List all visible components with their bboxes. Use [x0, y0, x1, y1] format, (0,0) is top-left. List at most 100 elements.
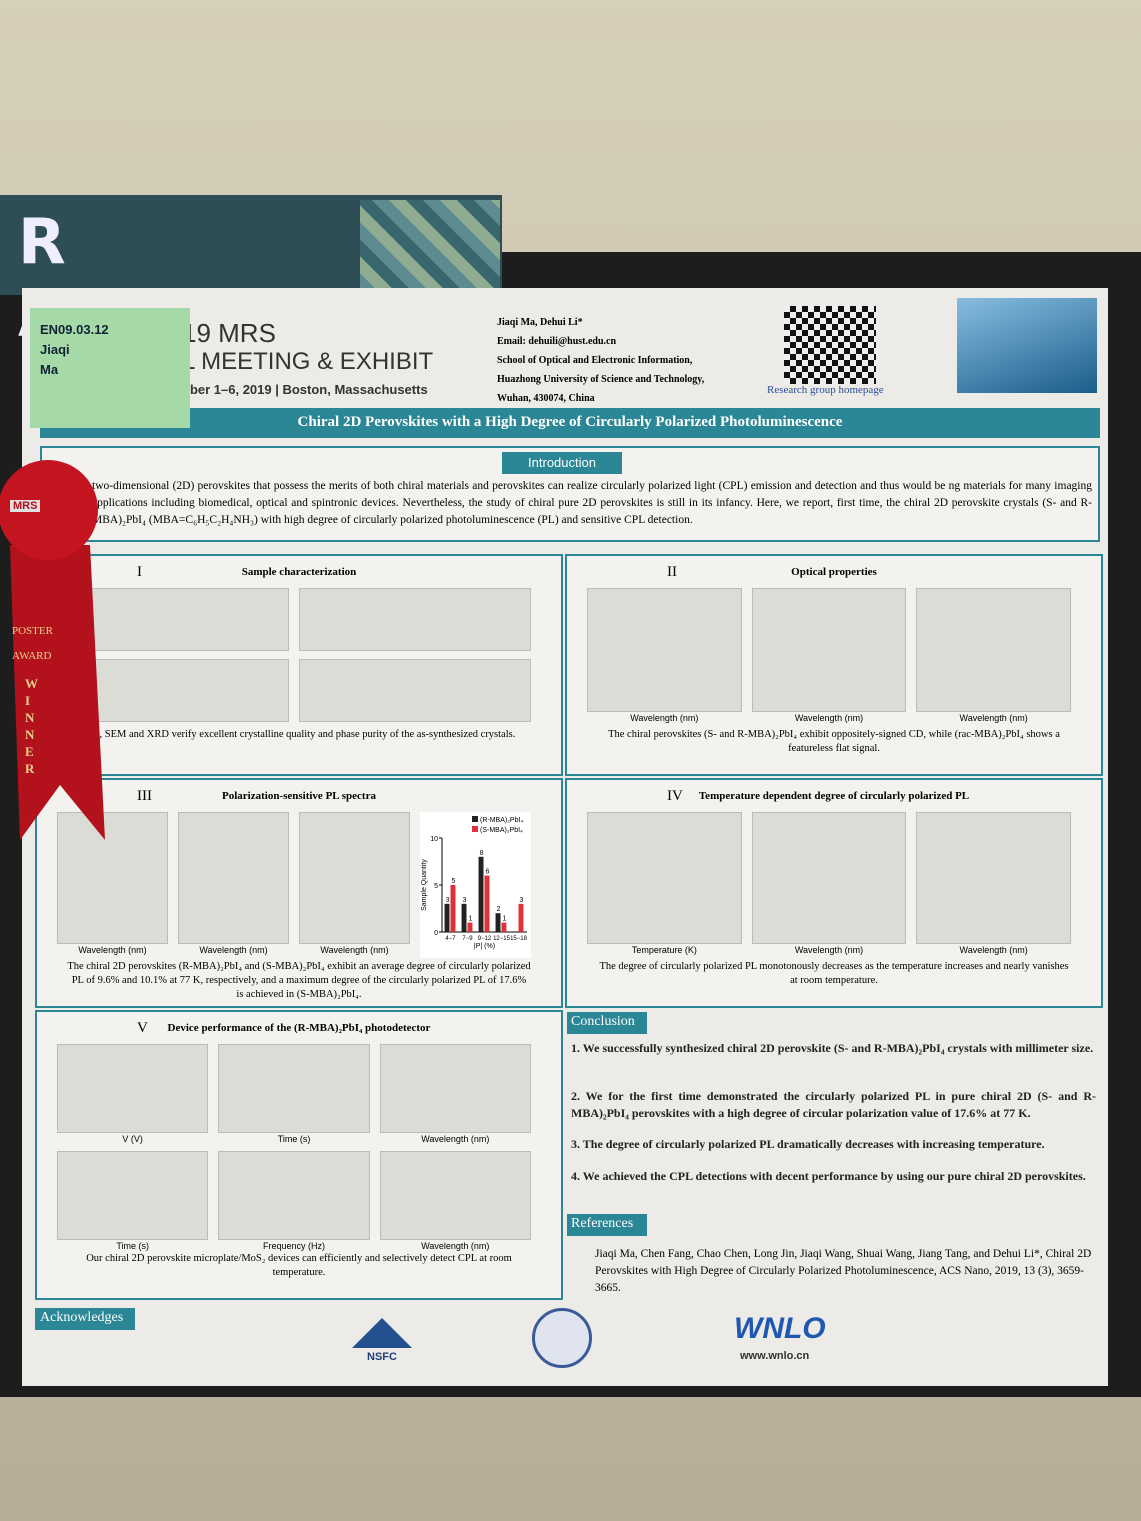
mrs-logo: 19 MRS: [182, 318, 276, 348]
axis-label: Wavelength (nm): [959, 713, 1028, 723]
wnlo-url: www.wnlo.cn: [740, 1350, 810, 1362]
section-title: Device performance of the (R-MBA)₂PbI₄ p…: [167, 1022, 431, 1034]
wnlo-logo: WNLO: [734, 1312, 826, 1345]
section-title: Polarization-sensitive PL spectra: [222, 790, 376, 802]
badge-last: Ma: [40, 362, 59, 377]
badge-id: EN09.03.12: [40, 322, 109, 337]
figure-panel: [587, 812, 742, 944]
section-numeral: I: [137, 564, 142, 580]
y-tick-label: 5: [434, 883, 438, 890]
city-logo: [957, 298, 1097, 393]
acknowledges-heading: Acknowledges: [35, 1308, 135, 1330]
figure-panel: [57, 588, 289, 651]
axis-label: Wavelength (nm): [794, 713, 864, 723]
conclusion-heading: Conclusion: [567, 1012, 647, 1034]
section-caption: The degree of circularly polarized PL mo…: [599, 961, 1069, 986]
data-label: 5: [452, 878, 456, 885]
section-title: Sample characterization: [241, 566, 357, 578]
x-tick-label: 15−18: [510, 936, 528, 942]
section-title: Optical properties: [791, 566, 877, 578]
section-caption: The chiral 2D perovskites (R-MBA)₂PbI₄ a…: [67, 961, 531, 1000]
data-label: 1: [503, 916, 507, 923]
figure-panel: [916, 812, 1071, 944]
award-ribbon: MRS POSTER AWARD WINNER: [0, 455, 105, 845]
axis-label: Time (s): [277, 1134, 311, 1144]
figure-panel: [587, 588, 742, 712]
poster-title: Chiral 2D Perovskites with a High Degree…: [40, 408, 1100, 438]
badge-first: Jiaqi: [40, 342, 70, 357]
y-axis-label: Sample Quantity: [421, 859, 428, 911]
figure-panel: [57, 812, 168, 944]
y-tick-label: 0: [434, 930, 438, 937]
figure-panel: [299, 659, 531, 722]
x-tick-label: 4−7: [445, 936, 456, 942]
figure-panel: [299, 812, 410, 944]
qr-caption: Research group homepage: [767, 384, 884, 396]
introduction-box: Introduction two-dimensional (2D) perovs…: [40, 446, 1100, 542]
x-tick-label: 7−9: [462, 936, 473, 942]
figure-panel: [178, 812, 289, 944]
affiliation: School of Optical and Electronic Informa…: [497, 355, 693, 366]
section-numeral: II: [667, 564, 677, 580]
axis-label: Wavelength (nm): [794, 945, 864, 955]
affiliation: Huazhong University of Science and Techn…: [497, 374, 705, 385]
affiliation: Wuhan, 430074, China: [497, 393, 595, 404]
section-numeral: V: [137, 1020, 148, 1036]
dates: nber 1–6, 2019 | Boston, Massachusetts: [182, 382, 428, 397]
conclusion-item: 2. We for the first time demonstrated th…: [571, 1089, 1096, 1120]
section: II Optical properties Wavelength (nm) Wavel…: [565, 554, 1103, 776]
data-label: 2: [497, 906, 501, 913]
figure-panel: [218, 1151, 370, 1240]
x-axis-label: |P| (%): [474, 943, 495, 950]
section-caption: OM, SEM and XRD verify excellent crystal…: [82, 729, 516, 740]
x-tick-label: 12−15: [493, 936, 511, 942]
meeting: L MEETING & EXHIBIT: [182, 348, 434, 375]
figure-panel: [218, 1044, 370, 1133]
ribbon-org: MRS: [10, 500, 41, 512]
axis-label: Wavelength (nm): [421, 1134, 490, 1144]
data-label: 1: [469, 916, 473, 923]
ribbon-shape: [0, 460, 105, 840]
bar: [450, 885, 456, 932]
bar: [444, 903, 450, 932]
nsfc-text: NSFC: [367, 1351, 397, 1363]
section-numeral: IV: [667, 788, 683, 804]
section: IV Temperature dependent degree of circul…: [565, 778, 1103, 1008]
data-label: 3: [520, 897, 524, 904]
poster: 19 MRS L MEETING & EXHIBIT nber 1–6, 201…: [22, 288, 1108, 1386]
data-label: 8: [480, 850, 484, 857]
figure-panel: [57, 1151, 209, 1240]
references-text: Jiaqi Ma, Chen Fang, Chao Chen, Long Jin…: [595, 1248, 1092, 1294]
ribbon-text: AWARD: [12, 650, 52, 662]
x-tick-label: 9−12: [478, 936, 492, 942]
nsfc-logo: NSFC: [347, 1318, 417, 1363]
section-title: Temperature dependent degree of circular…: [698, 790, 970, 802]
qr-code: [784, 306, 876, 384]
section: III Polarization-sensitive PL spectra Wave…: [35, 778, 563, 1008]
data-label: 3: [446, 897, 450, 904]
section-caption: The chiral perovskites (S- and R-MBA)₂Pb…: [608, 729, 1060, 754]
figure-panel: [57, 1044, 209, 1133]
axis-label: Wavelength (nm): [959, 945, 1028, 955]
figure-panel: [751, 588, 907, 712]
references-heading: References: [567, 1214, 647, 1236]
conclusion-item: 4. We achieved the CPL detections with d…: [571, 1169, 1086, 1183]
figure-panel: [751, 812, 907, 944]
authors: Jiaqi Ma, Dehui Li*: [497, 317, 583, 328]
y-tick-label: 10: [430, 836, 438, 843]
conclusion-area: Conclusion 1. We successfully synthesize…: [565, 1010, 1103, 1300]
axis-label: Wavelength (nm): [78, 945, 147, 955]
bar: [501, 922, 507, 932]
figure-panel: [299, 588, 531, 651]
legend-label: (R-MBA)₂PbI₄: [480, 817, 523, 824]
axis-label: Frequency (Hz): [262, 1241, 325, 1251]
nsfc-mark: [352, 1318, 412, 1348]
data-label: 6: [486, 869, 490, 876]
axis-label: Wavelength (nm): [199, 945, 268, 955]
bar: [518, 903, 524, 932]
conclusion-item: 1. We successfully synthesized chiral 2D…: [571, 1041, 1094, 1055]
author-block: Jiaqi Ma, Dehui Li* Email: dehuili@hust.…: [497, 313, 704, 408]
ribbon-text: WINNER: [25, 676, 38, 776]
